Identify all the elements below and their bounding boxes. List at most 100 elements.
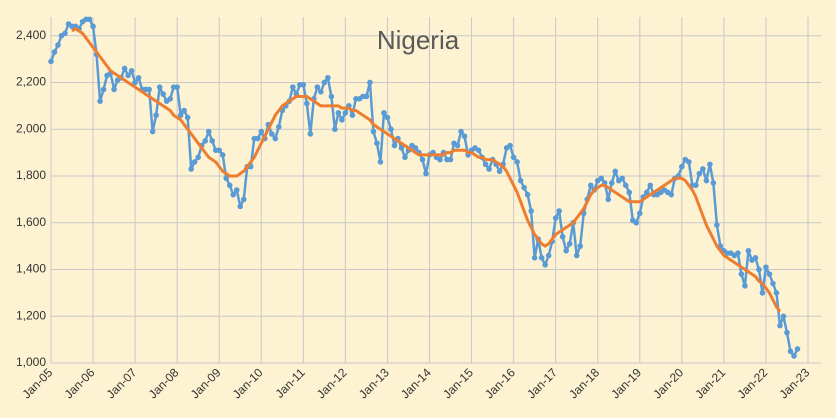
- data-point: [167, 96, 173, 102]
- data-point: [391, 142, 398, 149]
- y-tick-label: 1,200: [16, 308, 46, 322]
- data-point: [160, 91, 166, 97]
- y-tick-label: 2,400: [16, 28, 46, 42]
- data-point: [339, 117, 345, 123]
- data-point: [531, 254, 538, 261]
- data-point: [545, 252, 552, 259]
- data-point: [454, 142, 461, 149]
- data-point: [612, 168, 619, 175]
- data-point: [223, 175, 230, 182]
- data-point: [756, 266, 762, 273]
- y-tick-label: 1,000: [16, 355, 46, 369]
- data-point: [633, 219, 640, 226]
- data-point: [598, 175, 605, 182]
- data-point: [318, 89, 324, 95]
- data-point: [626, 189, 633, 196]
- data-point: [542, 262, 548, 268]
- data-point: [423, 170, 429, 177]
- data-point: [332, 126, 338, 133]
- data-point: [766, 271, 773, 277]
- data-point: [153, 112, 159, 118]
- data-point: [205, 128, 212, 135]
- data-point: [619, 175, 626, 182]
- data-point: [538, 254, 545, 261]
- data-point: [90, 23, 96, 30]
- data-point: [770, 280, 776, 287]
- y-tick-label: 2,200: [16, 75, 46, 89]
- data-point: [268, 131, 275, 137]
- data-point: [419, 156, 426, 163]
- data-point: [556, 208, 562, 214]
- data-point: [125, 72, 131, 79]
- data-point: [388, 126, 394, 133]
- data-point: [710, 180, 717, 186]
- data-point: [370, 128, 377, 135]
- data-point: [486, 166, 492, 172]
- data-point: [276, 124, 282, 130]
- data-point: [514, 159, 520, 165]
- data-point: [773, 290, 780, 296]
- data-point: [258, 128, 265, 135]
- data-point: [240, 196, 247, 203]
- data-point: [738, 271, 745, 277]
- data-point: [752, 254, 759, 261]
- data-point: [780, 313, 787, 320]
- data-point: [777, 322, 783, 329]
- data-point: [254, 135, 261, 142]
- data-point: [135, 74, 142, 81]
- data-point: [62, 30, 68, 37]
- data-point: [412, 145, 419, 151]
- data-point: [146, 86, 152, 93]
- data-point: [528, 208, 534, 214]
- data-point: [714, 222, 720, 228]
- data-point: [745, 247, 752, 254]
- data-point: [149, 128, 156, 135]
- data-point: [202, 138, 209, 144]
- data-point: [735, 250, 741, 256]
- data-point: [156, 84, 163, 90]
- data-point: [496, 168, 503, 175]
- data-point: [686, 159, 692, 165]
- data-point: [384, 114, 391, 121]
- data-point: [566, 240, 573, 247]
- data-point: [707, 161, 713, 168]
- data-point: [51, 49, 58, 55]
- data-point: [398, 145, 405, 151]
- data-point: [195, 154, 201, 161]
- data-point: [219, 152, 226, 158]
- data-point: [573, 252, 580, 259]
- data-point: [237, 203, 244, 210]
- y-tick-label: 1,800: [16, 168, 46, 182]
- data-point: [328, 93, 335, 100]
- data-point: [300, 81, 307, 88]
- data-point: [647, 182, 654, 189]
- data-point: [447, 156, 454, 163]
- y-tick-label: 1,600: [16, 215, 46, 229]
- data-point: [510, 154, 517, 161]
- data-point: [121, 65, 128, 72]
- data-point: [55, 42, 61, 48]
- data-point: [668, 191, 675, 198]
- data-point: [191, 159, 198, 165]
- data-point: [48, 58, 54, 65]
- data-point: [563, 247, 569, 254]
- data-point: [622, 182, 629, 189]
- data-point: [696, 170, 703, 177]
- data-point: [794, 346, 801, 352]
- data-point: [363, 93, 370, 100]
- data-point: [787, 348, 794, 355]
- data-point: [784, 329, 790, 336]
- data-point: [349, 112, 356, 118]
- data-point: [402, 154, 408, 161]
- series-line: [71, 27, 782, 313]
- data-point: [437, 156, 443, 163]
- data-point: [517, 177, 524, 184]
- data-point: [325, 74, 331, 81]
- data-point: [605, 196, 612, 203]
- data-point: [128, 67, 135, 74]
- data-point: [177, 112, 184, 118]
- data-point: [100, 86, 107, 93]
- data-point: [693, 182, 699, 189]
